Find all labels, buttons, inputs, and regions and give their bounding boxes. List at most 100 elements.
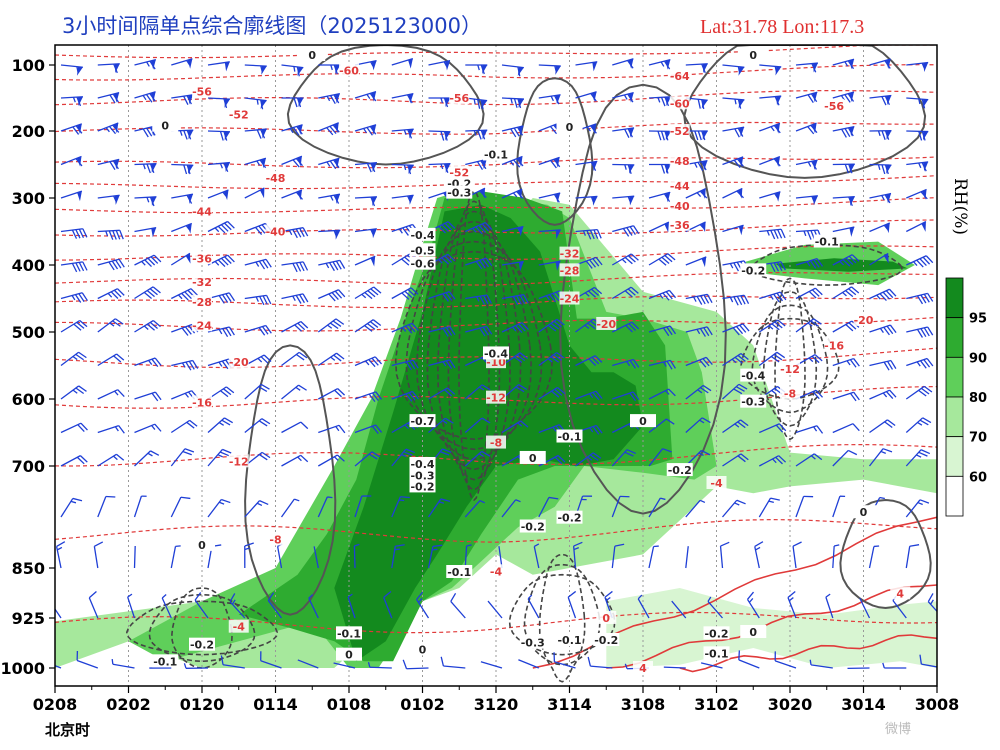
barb-half-flag: [256, 160, 261, 166]
wind-barb: [60, 497, 83, 518]
barb-flag: [295, 262, 302, 272]
wind-barb: [869, 359, 897, 371]
barb-staff: [450, 601, 466, 619]
barb-staff: [722, 64, 745, 68]
barb-flag: [109, 161, 116, 171]
barb-staff: [637, 598, 650, 619]
barb-flag: [884, 130, 890, 140]
vertical-velocity-label: 0: [850, 505, 877, 519]
temperature-isotherm: [55, 518, 937, 543]
barb-flag: [190, 288, 199, 296]
vertical-velocity-label: -0.3: [446, 185, 473, 200]
barb-flag: [590, 161, 597, 171]
barb-flag: [573, 541, 583, 547]
contour-labels: -60-56-56-52-48-44-40-36-32-28-24-20-16-…: [152, 48, 911, 675]
wind-barb: [501, 499, 521, 518]
wind-barb: [391, 57, 414, 69]
barb-flag: [486, 325, 493, 335]
barb-flag: [567, 590, 577, 598]
wind-barb: [354, 90, 377, 102]
barb-flag: [56, 541, 66, 548]
barb-flag: [480, 99, 484, 110]
vertical-velocity-label: -0.1: [703, 646, 730, 660]
wind-barb: [587, 656, 613, 669]
barb-flag: [258, 260, 266, 270]
wind-barb: [428, 417, 454, 433]
barb-flag: [624, 256, 633, 265]
barb-flag: [223, 98, 228, 109]
wind-barb: [795, 258, 824, 269]
barb-flag: [590, 125, 597, 134]
barb-staff: [97, 92, 120, 99]
barb-flag: [662, 327, 670, 337]
barb-half-flag: [354, 543, 360, 547]
wind-barb: [575, 228, 602, 240]
barb-half-flag: [770, 126, 775, 132]
temperature-label: -4: [228, 619, 249, 634]
w-zero-contour: [839, 498, 932, 610]
barb-staff: [722, 419, 741, 434]
barb-flag: [366, 163, 372, 173]
barb-flag: [298, 351, 308, 359]
barb-staff: [754, 546, 760, 569]
w-negative-contour: [740, 317, 840, 400]
barb-staff: [127, 596, 136, 619]
wind-barb: [354, 228, 377, 239]
barb-staff: [722, 453, 742, 467]
wind-barb: [194, 592, 209, 619]
barb-staff: [538, 290, 560, 300]
wind-barb: [905, 417, 932, 433]
barb-flag: [220, 224, 229, 232]
temperature-label-bg: [339, 63, 359, 77]
barb-half-flag: [218, 329, 223, 335]
barb-staff: [774, 660, 797, 669]
wind-barb: [281, 351, 308, 367]
barb-flag: [587, 322, 596, 330]
barb-flag: [954, 262, 959, 271]
barb-half-flag: [844, 61, 849, 67]
barb-flag: [881, 164, 886, 175]
barb-flag: [361, 495, 372, 497]
vertical-velocity-label-text: -0.1: [447, 566, 471, 579]
wind-barb: [134, 59, 156, 70]
barb-flag: [181, 327, 189, 336]
barb-staff: [60, 385, 80, 400]
barb-half-flag: [813, 426, 818, 432]
wind-barb: [685, 256, 707, 268]
barb-flag: [220, 257, 229, 266]
wind-barb: [60, 455, 88, 467]
vertical-velocity-label-text: -0.2: [557, 512, 581, 525]
barb-staff: [60, 123, 83, 132]
barb-flag: [553, 194, 560, 203]
barb-staff: [260, 660, 282, 669]
barb-flag: [739, 324, 747, 333]
wind-barb: [318, 64, 341, 75]
barb-flag: [787, 590, 796, 599]
vertical-velocity-label-text: -0.2: [741, 264, 765, 277]
barb-pennant: [371, 60, 377, 71]
barb-pennant: [665, 59, 671, 70]
barb-staff: [244, 258, 267, 266]
vertical-velocity-label-text: 0: [639, 415, 647, 428]
wind-barb: [317, 496, 333, 518]
wind-barb: [612, 195, 635, 206]
barb-flag: [332, 320, 342, 327]
barb-staff: [685, 499, 701, 518]
wind-barb: [354, 424, 383, 435]
barb-flag: [482, 295, 489, 305]
wind-barb: [832, 357, 860, 368]
barb-half-flag: [109, 322, 115, 327]
x-tick-label: 0114: [253, 695, 298, 714]
barb-staff: [685, 417, 703, 433]
wind-barb: [572, 541, 583, 569]
barb-flag: [701, 63, 706, 74]
barb-flag: [329, 322, 339, 330]
barb-half-flag: [472, 227, 477, 233]
x-tick-label: 0120: [180, 695, 225, 714]
barb-flag: [743, 294, 750, 304]
barb-half-flag: [478, 453, 484, 458]
wind-barb: [428, 163, 451, 173]
vertical-velocity-label: -0.2: [740, 263, 767, 277]
barb-flag: [117, 288, 125, 296]
barb-pennant: [187, 223, 192, 234]
